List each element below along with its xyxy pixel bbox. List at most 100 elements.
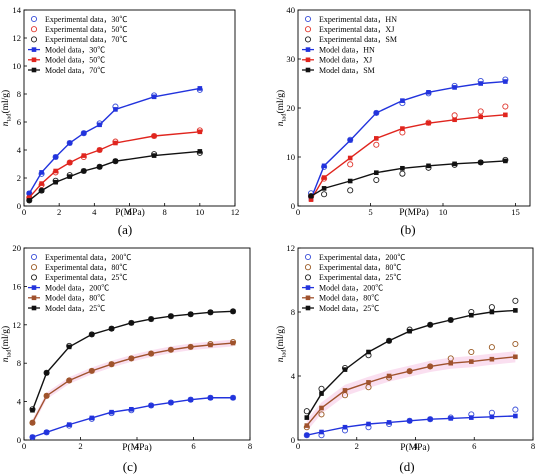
x-axis-title: P(MPa) bbox=[399, 207, 429, 218]
model-point bbox=[188, 344, 193, 350]
y-axis-title-main: n bbox=[276, 357, 286, 362]
model-point bbox=[308, 193, 314, 199]
model-point bbox=[304, 432, 310, 438]
model-point bbox=[26, 198, 32, 203]
model-point bbox=[347, 138, 353, 143]
model-line bbox=[310, 114, 506, 200]
y-tick-label: 0 bbox=[291, 201, 295, 211]
model-point bbox=[151, 133, 157, 139]
legend-square-marker bbox=[305, 67, 311, 73]
x-tick-label: 12 bbox=[231, 207, 240, 217]
model-point bbox=[148, 351, 154, 356]
y-tick-label: 20 bbox=[12, 243, 21, 253]
model-point bbox=[26, 195, 32, 200]
model-point bbox=[97, 164, 102, 170]
model-point bbox=[39, 181, 44, 186]
legend-entry: Experimental data，200℃ bbox=[319, 253, 405, 262]
model-point bbox=[30, 434, 35, 440]
y-tick-label: 12 bbox=[286, 243, 295, 253]
legend-circle-marker bbox=[30, 274, 38, 281]
model-point bbox=[97, 147, 102, 153]
experimental-point bbox=[512, 340, 519, 348]
model-point bbox=[89, 332, 95, 337]
legend-square-marker bbox=[305, 305, 311, 311]
x-tick-label: 2 bbox=[78, 441, 82, 451]
experimental-point bbox=[52, 153, 59, 161]
model-point bbox=[426, 120, 431, 126]
legend-square-marker bbox=[31, 295, 37, 301]
experimental-point bbox=[80, 130, 87, 137]
model-point bbox=[503, 79, 508, 84]
series-experimental-0 bbox=[307, 76, 509, 197]
x-tick-label: 8 bbox=[163, 207, 167, 217]
model-line bbox=[32, 397, 234, 438]
model-point bbox=[109, 326, 114, 331]
model-point bbox=[168, 313, 174, 319]
model-point bbox=[478, 160, 483, 165]
legend-circle-marker bbox=[30, 26, 38, 33]
y-tick-label: 2 bbox=[17, 173, 21, 183]
x-tick-label: 10 bbox=[196, 207, 205, 217]
model-point bbox=[426, 163, 431, 169]
model-line bbox=[310, 80, 506, 199]
model-point bbox=[366, 380, 371, 385]
experimental-point bbox=[96, 146, 103, 154]
legend-entry: Model data，SM bbox=[319, 66, 375, 75]
model-point bbox=[452, 117, 457, 123]
x-tick-label: 6 bbox=[127, 207, 132, 217]
model-point bbox=[89, 368, 95, 374]
experimental-point bbox=[347, 187, 354, 194]
model-point bbox=[151, 153, 157, 158]
model-point bbox=[366, 421, 371, 427]
experimental-point bbox=[88, 367, 95, 374]
model-point bbox=[66, 344, 72, 350]
model-point bbox=[426, 90, 431, 95]
x-tick-label: 10 bbox=[439, 207, 448, 217]
legend-circle-marker bbox=[30, 36, 38, 43]
y-tick-label: 8 bbox=[17, 358, 21, 368]
model-point bbox=[148, 403, 154, 408]
model-point bbox=[208, 342, 213, 348]
model-point bbox=[319, 429, 324, 435]
model-point bbox=[39, 188, 44, 193]
legend-entry: Model data，HN bbox=[319, 45, 375, 54]
experimental-point bbox=[88, 331, 95, 338]
y-axis-title-main: n bbox=[1, 121, 11, 126]
model-point bbox=[386, 338, 392, 344]
x-tick-label: 15 bbox=[511, 207, 520, 217]
experimental-point bbox=[43, 429, 50, 436]
model-point bbox=[81, 153, 87, 158]
y-axis-title-sub: tad bbox=[281, 113, 288, 122]
series-experimental-0 bbox=[29, 394, 237, 441]
legend-entry: Model data，XJ bbox=[319, 56, 372, 65]
model-point bbox=[30, 407, 35, 413]
model-point bbox=[400, 165, 405, 171]
y-tick-label: 14 bbox=[12, 5, 21, 15]
legend-entry: Experimental data，50℃ bbox=[45, 25, 127, 34]
model-point bbox=[197, 86, 203, 91]
chart-panel-d: 0 2 4 6 8 0 4 8 12 P(MPa) ntad(ml/g) Experimental d… bbox=[275, 243, 535, 474]
model-point bbox=[168, 347, 174, 353]
legend-square-marker bbox=[31, 57, 37, 63]
experimental-point bbox=[373, 141, 380, 148]
model-point bbox=[97, 122, 102, 128]
model-point bbox=[400, 126, 405, 131]
model-point bbox=[427, 364, 433, 369]
model-point bbox=[319, 391, 324, 396]
y-axis-title: ntad(ml/g) bbox=[0, 90, 13, 126]
model-point bbox=[81, 130, 87, 136]
model-point bbox=[148, 316, 154, 322]
model-point bbox=[208, 395, 213, 401]
x-axis-title: P(MPa) bbox=[400, 442, 430, 453]
model-point bbox=[489, 309, 495, 315]
model-point bbox=[89, 415, 95, 421]
model-point bbox=[151, 94, 157, 100]
experimental-point bbox=[373, 176, 380, 184]
experimental-point bbox=[502, 103, 509, 110]
model-point bbox=[67, 140, 73, 146]
legend-entry: Model data，70℃ bbox=[45, 66, 105, 75]
legend-circle-marker bbox=[304, 253, 312, 261]
legend-entry: Model data，25℃ bbox=[45, 304, 105, 313]
experimental-point bbox=[29, 419, 36, 426]
series-experimental-2 bbox=[307, 156, 509, 200]
